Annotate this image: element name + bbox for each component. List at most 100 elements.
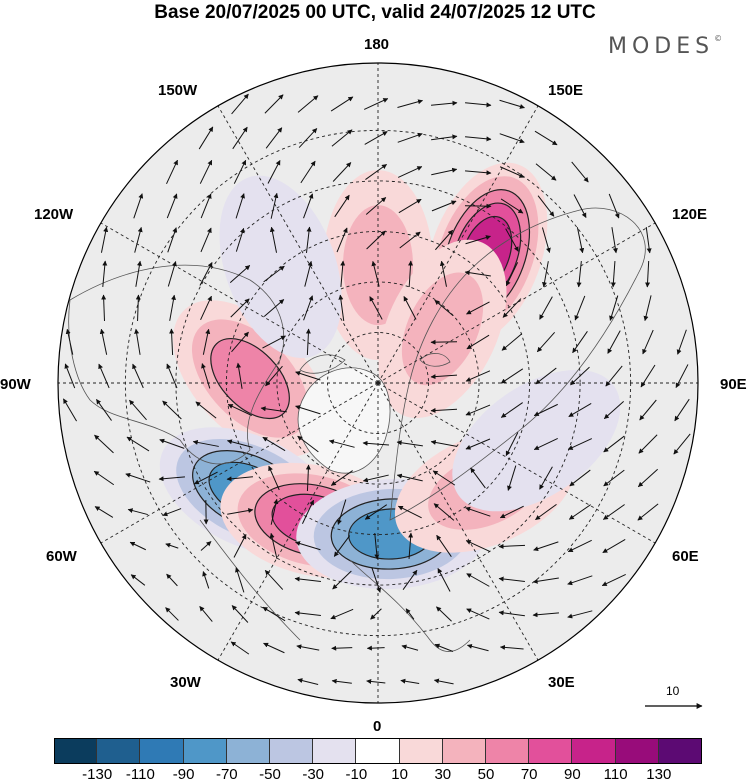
wind-arrow [295,405,321,415]
wind-arrow [262,436,286,452]
colorbar-swatch [140,738,184,764]
wind-arrow [200,295,212,321]
wind-arrow [265,127,283,149]
wind-arrow [400,678,420,685]
wind-arrow [570,366,590,386]
wind-arrow [305,464,311,492]
wind-arrow [366,230,386,250]
wind-arrow [397,99,424,108]
lon-label-90w: 90W [0,376,31,393]
wind-arrow [408,532,414,560]
wind-arrow [500,368,524,384]
wind-arrow [130,574,146,586]
colorbar-tick-label: -90 [172,766,195,783]
wind-arrow [96,399,112,421]
wind-arrow [230,641,250,655]
wind-arrow [568,403,592,417]
colorbar-swatch [54,738,98,764]
wind-arrow [230,298,250,318]
wind-arrow [330,470,353,486]
wind-arrow [374,533,380,560]
logo-mark: © [714,34,723,43]
colorbar [54,738,703,764]
wind-arrow [637,468,658,488]
wind-arrow [297,95,319,113]
wind-arrow [235,227,245,252]
wind-arrow [498,543,526,549]
wind-arrow [539,466,553,490]
wind-arrow [166,573,178,587]
colorbar-tick-label: -130 [82,766,113,783]
wind-arrow [637,503,659,521]
wind-arrow [408,260,414,288]
wind-arrow [229,265,251,283]
wind-arrow [198,126,214,150]
wind-arrow [93,470,115,486]
lon-label-60w: 60W [46,548,77,565]
wind-arrow [362,440,389,446]
colorbar-swatch [399,738,443,764]
anomaly-contour [452,369,621,512]
wind-arrow [231,605,249,623]
lon-label-30w: 30W [170,674,201,691]
wind-arrow [270,192,279,219]
colorbar-swatch [615,738,659,764]
meridian-line [377,105,539,384]
wind-arrow [336,227,348,253]
wind-arrow [135,294,141,322]
wind-arrow [398,198,422,214]
wind-arrow [500,402,523,418]
wind-arrow [430,339,458,345]
wind-arrow [265,365,283,387]
wind-arrow [535,163,557,181]
wind-arrow [162,508,182,517]
wind-arrow [430,374,458,380]
wind-arrow [432,470,456,486]
lon-label-0: 0 [373,718,382,735]
wind-arrow [603,400,625,420]
anomaly-E-Siberia-high [378,239,507,419]
wind-arrow [330,96,354,112]
wind-vectors [63,93,691,685]
anomaly-Central-Asia-low [452,369,621,512]
wind-arrow [434,299,454,317]
wind-arrow [466,573,490,587]
wind-arrow [236,362,243,389]
lon-label-150e: 150E [548,82,584,99]
wind-arrow [332,570,352,590]
wind-arrow [431,100,458,106]
map-border [57,62,699,704]
wind-arrow [645,260,651,288]
colorbar-tick-label: 130 [646,766,672,783]
colorbar-tick-label: -70 [215,766,238,783]
wind-arrow [396,473,423,482]
wind-arrow [607,330,621,354]
colorbar-tick-label: 70 [520,766,538,783]
wind-arrow [534,130,558,146]
wind-arrow [235,567,245,593]
map-title: Base 20/07/2025 00 UTC, valid 24/07/2025… [154,2,596,23]
wind-arrow [675,364,689,388]
wind-arrow [231,93,249,115]
anomaly-contour [343,205,413,326]
logo-text: MODES [608,34,715,59]
wind-arrow [539,296,553,320]
wind-arrow [430,407,458,413]
wind-arrow [264,570,284,590]
wind-arrow [295,541,321,551]
wind-arrow [436,534,452,557]
wind-arrow [499,166,525,178]
wind-arrow [572,331,588,354]
wind-arrow [645,227,652,254]
wind-arrow [303,193,314,219]
wind-arrow [433,678,454,685]
wind-arrow [165,607,179,621]
wind-arrow [370,608,382,620]
wind-arrow [439,260,447,287]
wind-arrow [133,193,144,219]
wind-arrow [533,541,559,552]
wind-arrow [262,335,286,349]
wind-arrow [165,542,179,549]
wind-arrow [639,399,657,421]
